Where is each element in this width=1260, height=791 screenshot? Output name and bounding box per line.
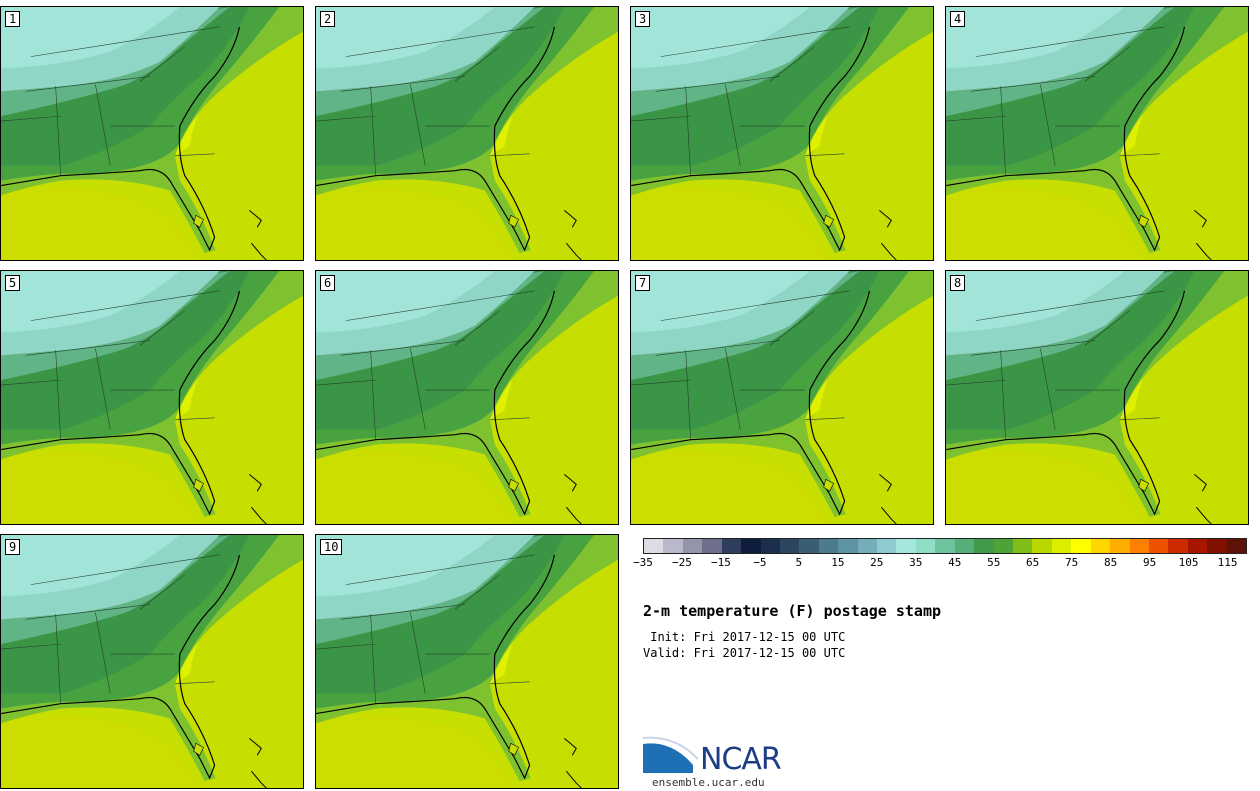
ncar-logo bbox=[643, 736, 699, 773]
colorbar-tick-label: 85 bbox=[1103, 556, 1118, 569]
valid-time: Valid: Fri 2017-12-15 00 UTC bbox=[643, 646, 846, 660]
colorbar-tick-label: 65 bbox=[1026, 556, 1040, 569]
colorbar-swatch bbox=[857, 539, 878, 553]
ncar-url: ensemble.ucar.edu bbox=[652, 776, 765, 789]
colorbar-swatch bbox=[1032, 539, 1052, 553]
colorbar bbox=[643, 538, 1247, 554]
member-number-label: 9 bbox=[5, 539, 21, 555]
colorbar-swatch bbox=[954, 539, 975, 553]
colorbar-tick-label: 115 bbox=[1217, 556, 1238, 569]
colorbar-swatch bbox=[1226, 539, 1247, 553]
member-number-label: 6 bbox=[320, 275, 336, 291]
colorbar-swatch bbox=[1071, 539, 1091, 553]
colorbar-swatch bbox=[838, 539, 858, 553]
colorbar-swatch bbox=[896, 539, 916, 553]
member-number-label: 5 bbox=[5, 275, 21, 291]
colorbar-swatch bbox=[818, 539, 839, 553]
colorbar-tick-label: 95 bbox=[1142, 556, 1157, 569]
colorbar-swatch bbox=[974, 539, 994, 553]
colorbar-swatch bbox=[1187, 539, 1208, 553]
colorbar-swatch bbox=[741, 539, 761, 553]
colorbar-tick-label: −35 bbox=[633, 556, 653, 569]
member-map-panel: 1 bbox=[0, 6, 304, 261]
member-map-panel: 7 bbox=[630, 270, 934, 525]
colorbar-tick-label: 25 bbox=[870, 556, 884, 569]
colorbar-swatch bbox=[1129, 539, 1149, 553]
colorbar-swatch bbox=[663, 539, 683, 553]
colorbar-swatch bbox=[644, 539, 664, 553]
member-number-label: 8 bbox=[950, 275, 966, 291]
colorbar-tick-label: 35 bbox=[909, 556, 923, 569]
colorbar-swatch bbox=[877, 539, 897, 553]
member-map-panel: 8 bbox=[945, 270, 1249, 525]
ncar-logo-text: NCAR bbox=[700, 742, 782, 777]
colorbar-swatch bbox=[1051, 539, 1072, 553]
member-map-panel: 6 bbox=[315, 270, 619, 525]
colorbar-tick-label: 75 bbox=[1065, 556, 1079, 569]
figure-title: 2-m temperature (F) postage stamp bbox=[643, 602, 942, 620]
colorbar-swatch bbox=[1207, 539, 1227, 553]
colorbar-tick-label: 15 bbox=[831, 556, 845, 569]
colorbar-swatch bbox=[915, 539, 936, 553]
colorbar-swatch bbox=[779, 539, 800, 553]
member-map-panel: 5 bbox=[0, 270, 304, 525]
colorbar-swatch bbox=[1013, 539, 1033, 553]
member-map-panel: 2 bbox=[315, 6, 619, 261]
member-number-label: 2 bbox=[320, 11, 336, 27]
colorbar-swatch bbox=[993, 539, 1014, 553]
colorbar-tick-label: 105 bbox=[1178, 556, 1199, 569]
colorbar-tick-label: −5 bbox=[753, 556, 767, 569]
member-map-panel: 10 bbox=[315, 534, 619, 789]
colorbar-tick-label: −25 bbox=[672, 556, 692, 569]
colorbar-swatch bbox=[799, 539, 819, 553]
member-map-panel: 9 bbox=[0, 534, 304, 789]
member-number-label: 4 bbox=[950, 11, 966, 27]
colorbar-swatch bbox=[1148, 539, 1169, 553]
colorbar-swatch bbox=[1110, 539, 1130, 553]
init-time: Init: Fri 2017-12-15 00 UTC bbox=[643, 630, 846, 644]
colorbar-tick-label: 5 bbox=[795, 556, 803, 569]
member-map-panel: 4 bbox=[945, 6, 1249, 261]
colorbar-tick-label: −15 bbox=[710, 556, 731, 569]
colorbar-swatch bbox=[760, 539, 780, 553]
colorbar-swatch bbox=[1168, 539, 1188, 553]
colorbar-swatch bbox=[682, 539, 703, 553]
member-number-label: 10 bbox=[320, 539, 343, 555]
member-number-label: 1 bbox=[5, 11, 21, 27]
colorbar-tick-labels: −35 −25 −15 −5 5 15 25 35 45 55 65 75 85 95 105 115 bbox=[633, 556, 1247, 570]
colorbar-swatch bbox=[702, 539, 722, 553]
member-map-panel: 3 bbox=[630, 6, 934, 261]
colorbar-tick-label: 45 bbox=[948, 556, 962, 569]
member-number-label: 3 bbox=[635, 11, 651, 27]
colorbar-swatch bbox=[935, 539, 955, 553]
colorbar-swatch bbox=[721, 539, 742, 553]
member-number-label: 7 bbox=[635, 275, 651, 291]
colorbar-tick-label: 55 bbox=[987, 556, 1001, 569]
colorbar-swatch bbox=[1090, 539, 1111, 553]
